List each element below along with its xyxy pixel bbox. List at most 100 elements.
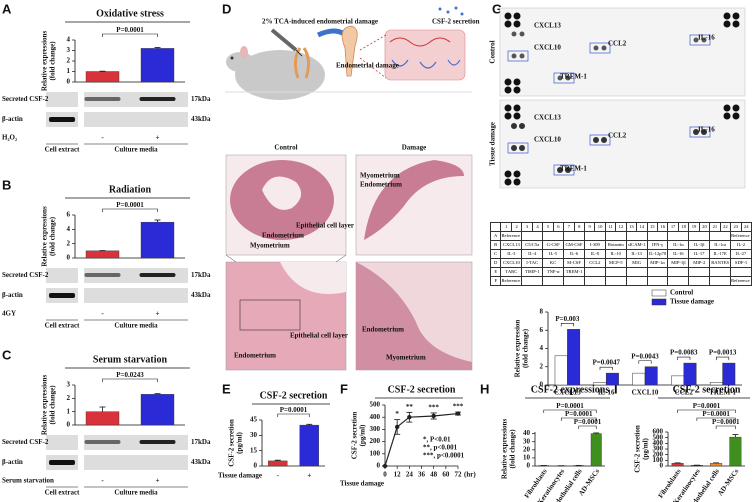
x-tick-label: + [156,134,160,142]
table-cell: CXCL13 [500,240,523,250]
table-cell [542,231,565,241]
chart-title: Oxidative stress [96,8,164,19]
bar [140,221,175,259]
spot-label: CXCL10 [534,44,561,52]
column-number: 11 [604,222,617,232]
reference-spot [723,112,731,120]
table-cell [563,276,585,286]
point [407,415,412,420]
table-cell: SDF-1 [730,258,752,268]
blot-row-label: β-actin [2,115,23,123]
y-tick-label: 20 [523,445,531,453]
x-tick-label: 60 [442,471,450,479]
y-tick-label: 4 [540,344,544,352]
x-tick-label: CXCL13 [554,389,581,397]
table-cell [521,231,544,241]
table-cell: IL-1ra [709,240,732,250]
column-number: 19 [688,222,700,232]
y-tick-label: 500 [370,401,381,409]
blot-band [49,117,75,122]
x-tick-label: CCL2 [675,389,694,397]
legend-text: *, P<0.01 [423,436,451,444]
histology [225,154,473,371]
bar [729,436,742,467]
table-cell: M-CSF [563,258,585,268]
blot-band [84,273,121,277]
reference-spot [513,86,521,94]
table-cell: IL-5 [542,249,565,259]
y-tick-label: 600 [653,428,664,436]
column-number: 23 [730,222,742,232]
blot-marker: 17kDa [191,438,211,446]
reference-spot [732,12,740,20]
table-cell [667,276,690,286]
x-tick-label: TREM-1 [709,389,736,397]
blot-strip [84,268,188,283]
table-cell: MIP-2 [688,258,711,268]
point [431,413,436,419]
array-image [499,99,746,189]
chart-title: Radiation [109,184,152,195]
table-cell: IL-13 [625,249,648,259]
y-axis-label: Relative expression [514,320,522,378]
y-tick-label: 0 [67,421,71,429]
y-tick-label: 0 [67,78,71,86]
column-number: 7 [563,222,575,232]
column-number: 16 [656,222,669,232]
x-tick-label: IL-16 [598,389,615,397]
chart-title: CSF-2 secretion [388,384,456,395]
y-tick-label: 400 [653,439,664,447]
bar [671,462,684,467]
column-number: 13 [625,222,638,232]
y-tick-label: 100 [653,456,664,464]
x-tick-label: - [101,310,104,318]
table-cell: Reference Spot [500,276,523,286]
blot-band [84,97,121,101]
table-cell: IL-17 [688,249,711,259]
table-cell: IL-1β [688,240,711,250]
reference-spot [723,20,731,28]
y-tick-label: 200 [370,437,381,445]
spot [511,123,517,129]
column-number: 20 [698,222,711,232]
y-axis-label: (fold change) [49,385,57,425]
spot [519,53,525,59]
bar [85,250,120,259]
y-axis-label: Relative expressions [41,31,49,92]
panel-label: D [222,1,231,16]
y-tick-label: 0 [254,462,258,470]
blot-band [49,460,75,465]
significance-bracket [677,409,736,413]
y-axis-label: Relative expressions [41,206,49,267]
blot-strip [46,268,78,283]
y-axis-label: (fold change) [49,41,57,81]
blot-strip [46,92,78,107]
cytokine-table: 1 2 3 4 5 6 7 8 9 10 11 12 13 14 15 16 17 18 19 20 21 22 23 24 A… [489,222,752,286]
column-title: Damage [402,144,427,152]
legend-text: **, p<0.001 [423,444,458,452]
table-cell: TARC [500,267,523,277]
image-label: Myometrium [250,242,290,250]
table-cell: IL-8 [583,249,606,259]
bar [590,433,602,467]
table-cell: Reference Spot [730,276,752,286]
blot-strip [84,288,188,303]
blot-marker: 43kDa [191,115,211,123]
spot-label: CXCL13 [534,22,561,30]
x-tick-label: + [156,477,160,485]
p-value: P=0.0001 [693,402,721,410]
table-cell: sICAM-1 [625,240,648,250]
table-cell: IL-10 [604,249,627,259]
p-value: P=0.0001 [556,402,584,410]
significance-bracket [102,208,158,212]
blot-group: Cell extract [45,322,80,330]
blot-band [139,97,176,101]
legend-text: Control [670,289,693,297]
legend-swatch [651,298,667,306]
table-cell: IL-16 [667,249,690,259]
table-cell: Reference Spot [730,231,752,241]
legend-swatch [651,289,667,297]
